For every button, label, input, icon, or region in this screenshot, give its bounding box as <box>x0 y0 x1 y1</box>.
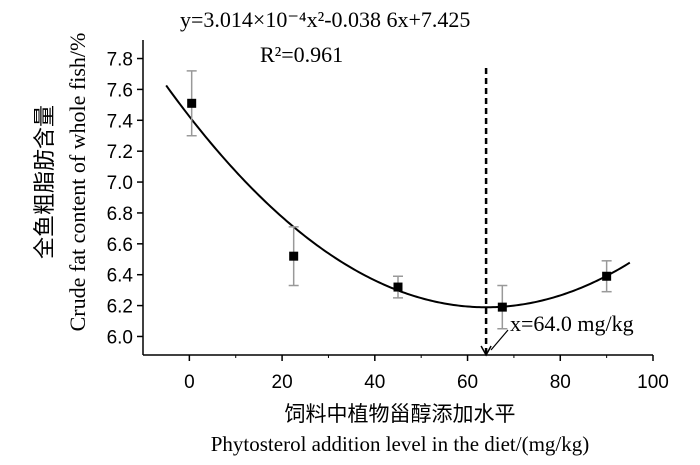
plot-area <box>165 68 631 357</box>
axes: 0 20 40 60 80 100 6.0 6.2 6.4 6.6 6.8 7.0 7.2 7.4 7.6… <box>107 40 669 393</box>
equation-annotation: y=3.014×10⁻⁴x²-0.038 6x+7.425 <box>180 7 470 32</box>
y-tick-label: 6.2 <box>107 297 133 318</box>
fit-curve <box>165 84 631 309</box>
y-tick-label: 6.0 <box>107 327 133 348</box>
optimum-pointer <box>490 329 509 351</box>
data-point <box>393 275 403 299</box>
y-tick-label: 7.0 <box>107 173 133 194</box>
y-tick-label: 7.6 <box>107 80 133 101</box>
data-points <box>186 70 612 330</box>
x-axis-label-cn: 饲料中植物甾醇添加水平 <box>285 402 516 426</box>
data-point-marker <box>393 282 403 292</box>
data-point-marker <box>497 302 507 312</box>
x-tick-label: 40 <box>364 372 385 393</box>
data-point <box>497 284 508 330</box>
y-ticks: 6.0 6.2 6.4 6.6 6.8 7.0 7.2 7.4 7.6 7.8 <box>107 50 143 348</box>
y-tick-label: 6.8 <box>107 204 133 225</box>
y-tick-label: 7.2 <box>107 142 133 163</box>
data-point <box>186 70 197 137</box>
x-tick-label: 100 <box>637 372 669 393</box>
y-axis-label-cn: 全鱼粗脂肪含量 <box>32 105 57 259</box>
data-point-marker <box>602 271 612 281</box>
y-tick-label: 7.8 <box>107 50 133 71</box>
y-tick-label: 6.6 <box>107 235 133 256</box>
optimum-annotation: x=64.0 mg/kg <box>510 311 634 336</box>
x-axis-label-en: Phytosterol addition level in the diet/(… <box>211 432 590 456</box>
data-point-marker <box>289 251 299 261</box>
data-point <box>601 260 612 293</box>
x-tick-label: 0 <box>184 372 195 393</box>
data-point-marker <box>187 98 197 108</box>
r-squared-annotation: R²=0.961 <box>260 42 343 67</box>
y-tick-label: 6.4 <box>107 266 134 287</box>
y-tick-label: 7.4 <box>107 111 134 132</box>
optimum-arrow-head <box>480 345 492 357</box>
y-axis-label-en: Crude fat content of whole fish/% <box>65 33 90 332</box>
x-tick-label: 60 <box>457 372 478 393</box>
x-ticks: 0 20 40 60 80 100 <box>184 355 669 393</box>
x-tick-label: 20 <box>272 372 293 393</box>
data-point <box>288 226 299 287</box>
x-tick-label: 80 <box>550 372 571 393</box>
